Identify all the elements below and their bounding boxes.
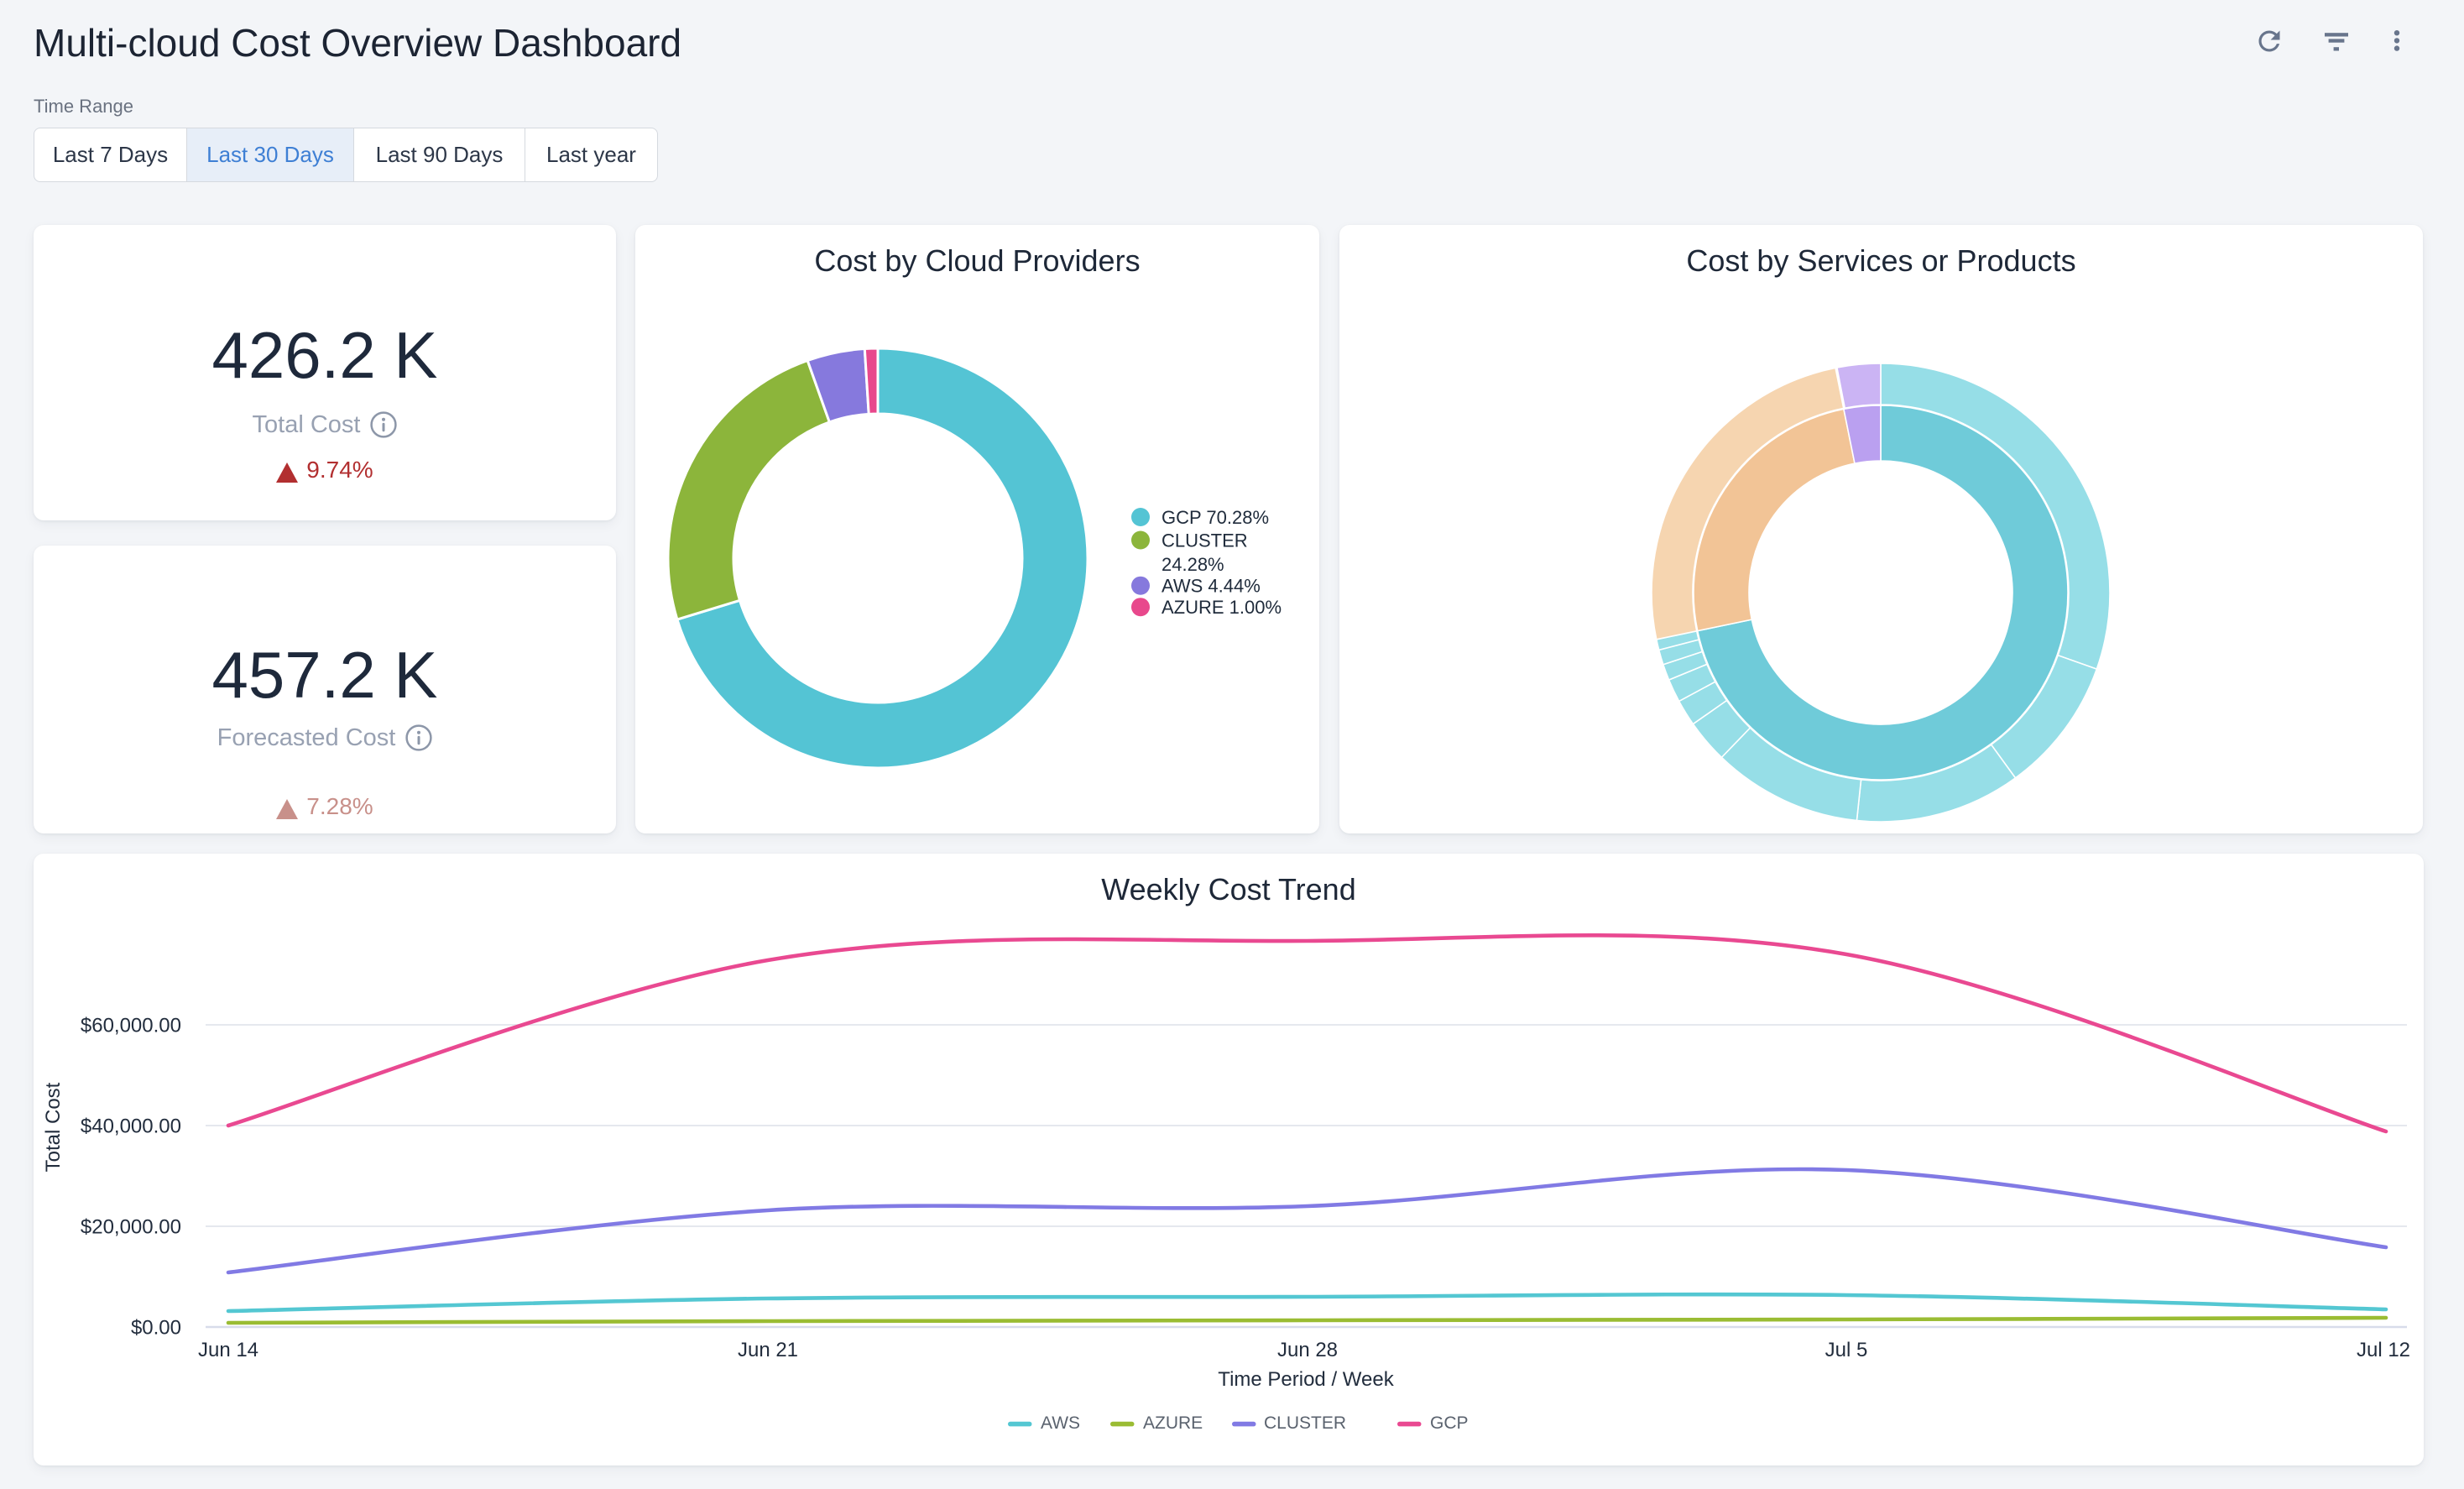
svg-text:Jul 12: Jul 12 [2357, 1339, 2410, 1361]
svg-text:$40,000.00: $40,000.00 [81, 1115, 181, 1138]
svg-text:Time Period / Week: Time Period / Week [1218, 1368, 1394, 1391]
svg-text:CLUSTER: CLUSTER [1264, 1413, 1346, 1433]
svg-text:GCP 70.28%: GCP 70.28% [1162, 507, 1269, 528]
svg-text:Jun 21: Jun 21 [738, 1339, 798, 1361]
svg-text:Jul 5: Jul 5 [1825, 1339, 1868, 1361]
svg-text:AZURE 1.00%: AZURE 1.00% [1162, 597, 1282, 618]
svg-text:Jun 14: Jun 14 [198, 1339, 258, 1361]
svg-text:$60,000.00: $60,000.00 [81, 1015, 181, 1037]
svg-text:Total Cost: Total Cost [42, 1082, 65, 1172]
svg-text:$0.00: $0.00 [131, 1317, 181, 1340]
svg-text:$20,000.00: $20,000.00 [81, 1216, 181, 1239]
svg-text:AWS: AWS [1041, 1413, 1080, 1433]
svg-text:Jun 28: Jun 28 [1277, 1339, 1338, 1361]
svg-text:CLUSTER: CLUSTER [1162, 530, 1248, 551]
svg-text:AWS 4.44%: AWS 4.44% [1162, 576, 1261, 597]
svg-text:AZURE: AZURE [1143, 1413, 1203, 1433]
svg-text:GCP: GCP [1430, 1413, 1469, 1433]
svg-text:24.28%: 24.28% [1162, 554, 1224, 575]
